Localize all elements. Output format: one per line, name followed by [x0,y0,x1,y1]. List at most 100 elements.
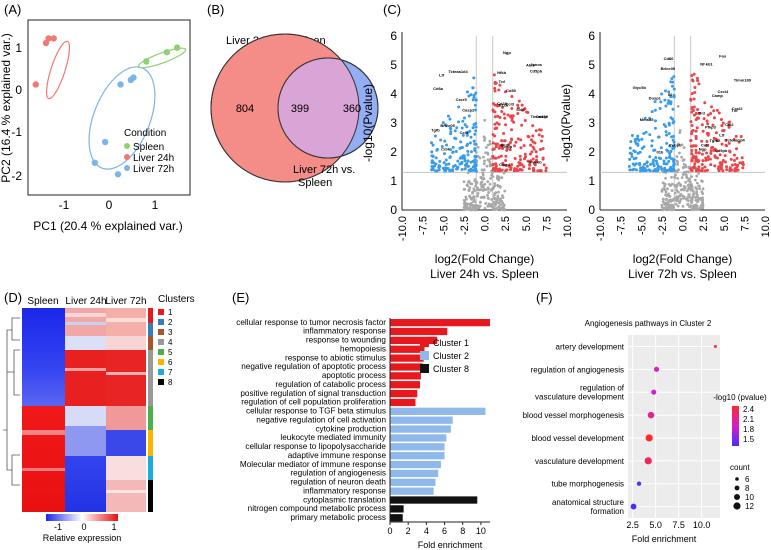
count-legend-dot [733,502,741,510]
volcano-gene-label: Cebp [502,144,513,149]
volcano-point-ns [482,135,486,139]
heatmap-stripe [65,313,106,317]
volcano-point-up [503,116,507,120]
volcano-point-up [510,106,514,110]
volcano-point-up [717,111,721,115]
enrichment-bar-label: negative regulation of cell activation [256,415,386,424]
volcano-point-down [664,162,668,166]
volcano-point-ns [492,200,495,204]
volcano-point-down [669,95,673,99]
pca-xtick: -1 [59,198,70,212]
count-legend-dot [734,485,740,491]
volcano-point-ns [675,155,679,158]
volcano-point-up [714,131,718,135]
volcano-point-ns [676,204,680,208]
volcano-gene-label: Ccl3 [701,142,710,147]
panel-e-label: (E) [232,290,249,305]
volcano-point-up [711,145,715,149]
volcano-point-ns [482,162,486,166]
volcano-point-up [690,159,694,163]
volcano-gene-label: Ltf [439,72,445,77]
volcano-point-up [535,155,539,159]
dot-plot-title: Angiogenesis pathways in Cluster 2 [585,319,712,328]
volcano-point-up [692,165,696,169]
volcano-point-down [441,121,445,125]
pvalue-color-bar [732,406,739,446]
volcano-point-up [506,113,510,117]
volcano-xtick: 0.0 [480,216,492,231]
volcano-point-down [434,162,438,166]
volcano-point-up [689,139,693,143]
volcano-point-ns [675,183,679,187]
volcano-point-ns [660,203,664,207]
volcano-point-down [657,135,661,139]
volcano-point-ns [497,176,501,180]
volcano-point-up [694,137,698,141]
volcano-point-up [508,168,512,172]
volcano-point-up [716,156,720,160]
volcano-point-down [667,131,671,135]
volcano-point-down [628,168,632,172]
cluster-legend-swatch [158,339,164,345]
volcano-point-up [690,144,694,148]
volcano-point-up [517,161,521,165]
volcano-point-ns [692,192,696,195]
volcano-point-up [494,156,498,160]
volcano-point-down [668,156,672,160]
volcano-point-up [500,105,504,109]
heatmap-block [65,336,106,350]
volcano-point-up [690,78,694,82]
heatmap-stripe [65,368,106,371]
volcano-point-ns [679,192,682,196]
volcano-point-down [627,164,631,168]
volcano-point-up [695,76,699,80]
cluster-bar-4 [148,350,153,406]
ellipse-liver-24h [45,40,71,100]
pca-point-liver-72h [91,159,99,166]
volcano-point-ns [483,159,486,163]
enrichment-bar [390,389,418,398]
volcano-gene-label: Tgfb [431,128,440,133]
volcano-point-ns [494,203,497,206]
heatmap-block [106,480,146,512]
volcano-point-ns [678,129,682,132]
volcano-point-down [660,92,664,96]
volcano-point-down [465,90,469,94]
volcano-point-ns [701,201,705,205]
volcano-point-up [690,148,694,152]
bar-legend-cluster2: Cluster 2 [433,351,469,361]
volcano-point-up [501,143,505,147]
volcano-point-ns [496,174,499,178]
volcano-ytick: 1 [588,174,595,188]
enrichment-bar [390,319,490,327]
heatmap-block [22,406,65,512]
volcano-point-up [740,156,744,160]
volcano-point-down [438,159,442,163]
volcano-point-up [694,151,698,155]
volcano-gene-label: Cd80 [506,88,517,93]
volcano-point-ns [493,207,496,210]
volcano-point-ns [664,176,667,180]
volcano-point-down [432,161,436,165]
volcano-point-down [648,155,652,159]
volcano-point-up [539,148,543,152]
volcano-point-up [534,150,538,154]
volcano-point-down [454,149,458,153]
legend-spleen: Spleen [133,142,164,153]
volcano-point-down [671,80,675,84]
volcano-point-up [720,124,724,128]
volcano-point-ns [701,204,705,208]
volcano-point-up [531,134,535,138]
volcano-point-ns [676,104,680,108]
count-legend-dot [734,494,740,500]
volcano-point-up [520,168,524,172]
volcano-point-down [656,167,660,171]
volcano-gene-label: Il1b [656,149,663,154]
pvalue-tick: 2.1 [743,415,755,424]
volcano-point-down [461,156,465,160]
volcano-point-down [653,108,657,112]
volcano-point-up [544,166,548,170]
dot-plot-label: tube morphogenesis [552,480,625,489]
volcano-point-up [497,146,501,150]
volcano-ytick: 3 [390,116,397,130]
